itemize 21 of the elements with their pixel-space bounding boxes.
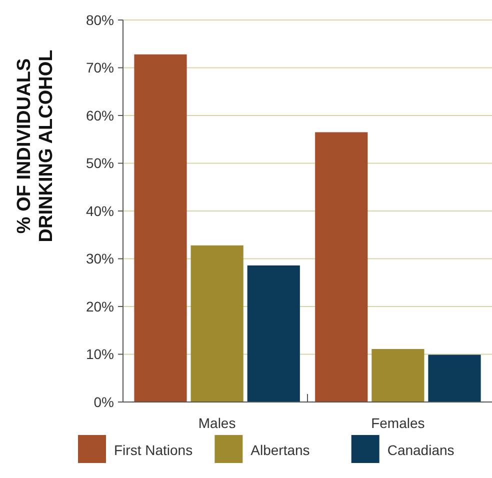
bar xyxy=(428,354,481,402)
y-tick-label: 30% xyxy=(86,250,114,267)
y-tick-label: 80% xyxy=(86,12,114,28)
y-tick-label: 50% xyxy=(86,155,114,172)
bar xyxy=(315,132,368,402)
bar xyxy=(372,348,424,402)
legend-label: First Nations xyxy=(114,442,193,458)
y-tick-label: 10% xyxy=(86,346,114,362)
y-tick-label: 60% xyxy=(86,107,114,124)
x-tick-label: Females xyxy=(371,415,425,431)
y-axis-title: % OF INDIVIDUALS DRINKING ALCOHOL xyxy=(14,49,57,242)
y-tick-label: 40% xyxy=(86,202,114,219)
y-tick-label: 20% xyxy=(86,298,114,314)
y-tick-label: 0% xyxy=(94,394,114,410)
legend-label: Albertans xyxy=(250,442,310,458)
y-tick-label: 70% xyxy=(86,60,114,76)
bar xyxy=(247,265,300,402)
bar xyxy=(190,245,244,402)
legend-label: Canadians xyxy=(387,442,454,458)
x-tick-label: Males xyxy=(198,415,236,431)
bar xyxy=(134,54,187,402)
